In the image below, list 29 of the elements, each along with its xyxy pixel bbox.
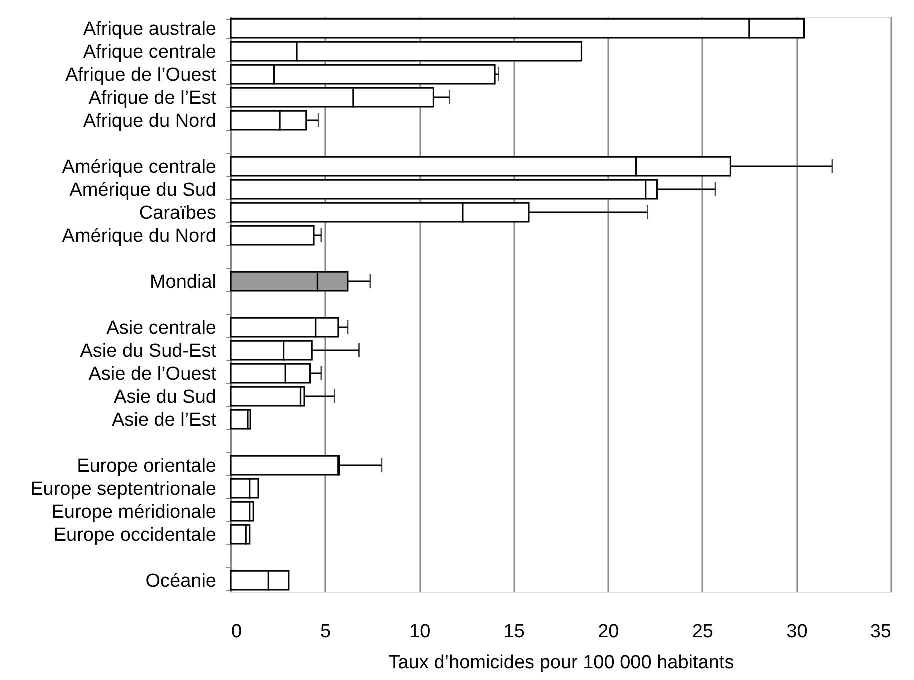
y-tick-label: Asie du Sud	[114, 387, 216, 408]
x-axis-title: Taux d’homicides pour 100 000 habitants	[388, 652, 734, 674]
y-tick-label: Europe septentrionale	[30, 479, 216, 500]
y-tick-label: Europe orientale	[77, 456, 216, 477]
y-tick-label: Afrique australe	[83, 19, 216, 40]
x-tick-label: 35	[870, 622, 892, 642]
x-tick-label: 20	[598, 622, 620, 642]
y-tick-label: Asie de l’Ouest	[88, 364, 218, 385]
y-tick-label: Afrique de l’Est	[88, 88, 218, 109]
y-tick-label: Amérique du Nord	[62, 226, 216, 247]
x-tick-label: 5	[320, 622, 332, 642]
y-tick-label: Afrique du Nord	[83, 111, 216, 132]
x-tick-label: 10	[410, 622, 431, 642]
y-tick-label: Océanie	[146, 571, 216, 592]
x-tick-label: 0	[232, 622, 242, 642]
y-tick-label: Asie de l’Est	[112, 410, 218, 431]
y-tick-label: Caraïbes	[139, 203, 216, 224]
y-tick-label: Asie centrale	[106, 318, 216, 339]
y-tick-label: Afrique centrale	[83, 42, 216, 63]
y-tick-label: Europe occidentale	[54, 525, 216, 546]
x-tick-label: 25	[692, 622, 714, 642]
y-tick-label: Asie du Sud-Est	[80, 341, 218, 362]
y-tick-label: Amérique du Sud	[70, 180, 216, 201]
y-tick-label: Mondial	[150, 272, 216, 293]
x-tick-label: 15	[504, 622, 525, 642]
x-tick-label: 30	[786, 622, 808, 642]
y-tick-label: Europe méridionale	[52, 502, 216, 523]
y-tick-label: Amérique centrale	[62, 157, 216, 178]
y-tick-label: Afrique de l’Ouest	[65, 65, 218, 86]
